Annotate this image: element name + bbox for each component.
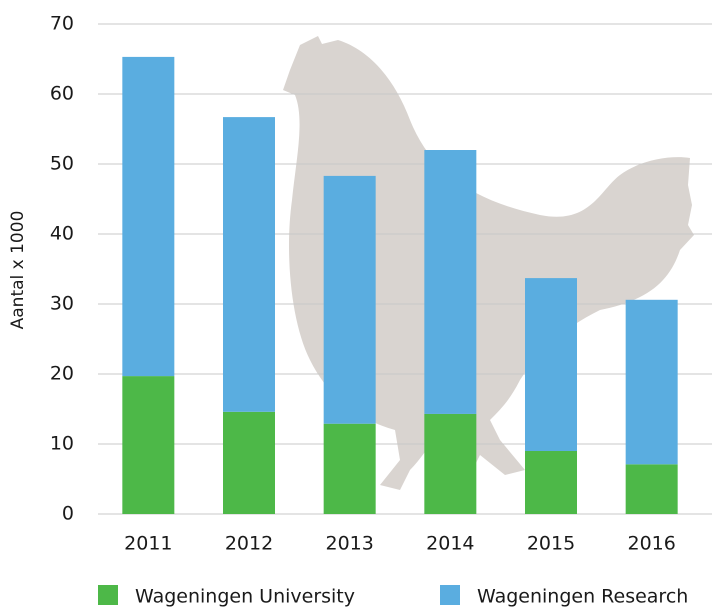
bar-segment xyxy=(122,376,174,514)
x-tick-label: 2014 xyxy=(426,533,474,555)
bar-segment xyxy=(626,300,678,465)
bar-segment xyxy=(626,464,678,514)
y-tick-label: 60 xyxy=(50,83,74,105)
bar-segment xyxy=(223,412,275,514)
bar-segment xyxy=(424,414,476,514)
chart: Aantal x 1000 0 10 20 30 40 50 60 70 2011 2012 201… xyxy=(0,0,712,610)
y-tick-label: 10 xyxy=(50,433,74,455)
bar-segment xyxy=(525,451,577,514)
legend-swatch xyxy=(440,585,460,605)
y-tick-label: 70 xyxy=(50,13,74,35)
y-tick-label: 20 xyxy=(50,363,74,385)
y-tick-label: 30 xyxy=(50,293,74,315)
x-tick-label: 2012 xyxy=(225,533,273,555)
bar-segment xyxy=(324,176,376,424)
legend-swatch xyxy=(98,585,118,605)
x-tick-label: 2011 xyxy=(124,533,172,555)
bar-segment xyxy=(424,150,476,414)
bar-segment xyxy=(223,117,275,412)
legend-label: Wageningen Research xyxy=(477,586,688,608)
y-tick-label: 40 xyxy=(50,223,74,245)
bar-segment xyxy=(122,57,174,376)
bar-segment xyxy=(324,424,376,514)
y-tick-label: 50 xyxy=(50,153,74,175)
bar-segment xyxy=(525,278,577,451)
y-axis-title: Aantal x 1000 xyxy=(8,211,28,330)
legend-label: Wageningen University xyxy=(135,586,355,608)
x-tick-label: 2016 xyxy=(627,533,675,555)
x-tick-label: 2015 xyxy=(527,533,575,555)
y-tick-label: 0 xyxy=(62,503,74,525)
x-tick-label: 2013 xyxy=(325,533,373,555)
